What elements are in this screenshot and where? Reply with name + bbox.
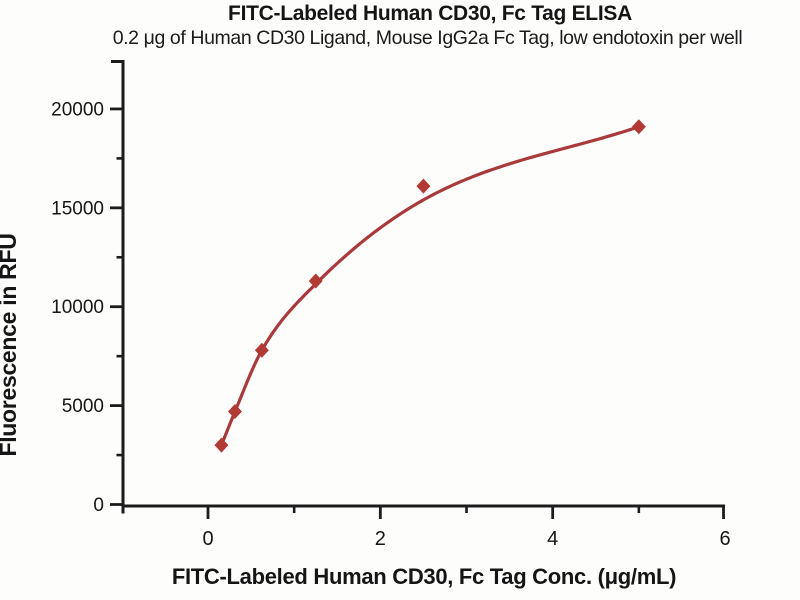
y-tick-label: 10000 xyxy=(51,297,104,318)
y-tick-label: 15000 xyxy=(51,198,104,219)
y-tick-label: 0 xyxy=(93,495,104,516)
axis-tick-labels: 0 5000 10000 15000 20000 0 2 4 6 xyxy=(51,99,730,550)
y-tick-label: 20000 xyxy=(51,99,104,120)
fit-curve xyxy=(219,125,641,447)
y-tick-label: 5000 xyxy=(62,396,104,417)
chart-subtitle: 0.2 μg of Human CD30 Ligand, Mouse IgG2a… xyxy=(112,27,743,49)
data-point-marker xyxy=(227,404,242,420)
chart-title: FITC-Labeled Human CD30, Fc Tag ELISA xyxy=(228,2,632,25)
axes xyxy=(111,60,726,514)
x-tick-label: 0 xyxy=(202,528,213,550)
data-point-marker xyxy=(308,273,323,289)
data-point-marker xyxy=(214,437,229,453)
data-point-marker xyxy=(631,119,646,135)
x-axis-label: FITC-Labeled Human CD30, Fc Tag Conc. (μ… xyxy=(171,564,677,589)
axis-ticks xyxy=(110,107,725,519)
y-axis-label: Fluorescence in RFU xyxy=(0,233,21,456)
data-point-marker xyxy=(416,178,431,194)
x-tick-label: 6 xyxy=(719,528,730,550)
data-point-marker xyxy=(254,342,269,358)
data-series xyxy=(214,119,646,453)
x-tick-label: 2 xyxy=(375,528,386,550)
x-tick-label: 4 xyxy=(547,528,558,550)
